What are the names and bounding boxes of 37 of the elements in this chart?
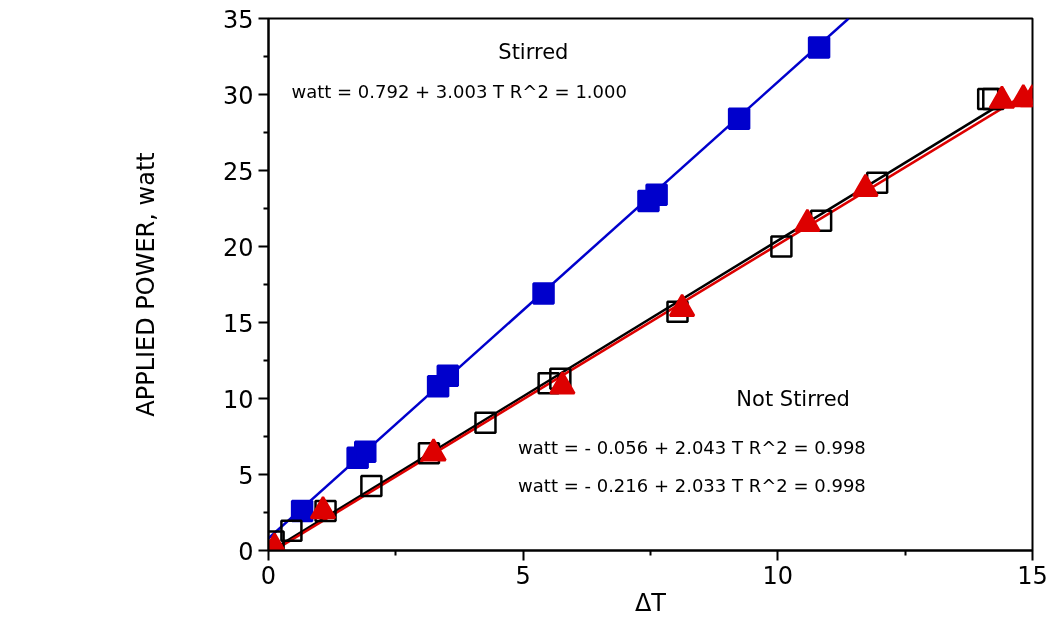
annotation: watt = - 0.056 + 2.043 T R^2 = 0.998 xyxy=(518,436,866,458)
point xyxy=(537,372,560,395)
point xyxy=(865,171,889,194)
x-tick-label: 0 xyxy=(260,561,277,590)
point xyxy=(314,499,337,523)
point xyxy=(666,300,689,324)
point xyxy=(727,107,751,131)
y-tick-label: 30 xyxy=(222,81,254,110)
point xyxy=(532,282,555,305)
point xyxy=(474,411,497,435)
point xyxy=(354,440,377,463)
y-tick-label: 15 xyxy=(222,309,254,338)
x-tick-label: 15 xyxy=(1017,561,1048,590)
x-tick-label: 5 xyxy=(515,561,531,590)
annotation: watt = - 0.216 + 2.033 T R^2 = 0.998 xyxy=(518,474,866,496)
point xyxy=(436,364,460,387)
annotation: Not Stirred xyxy=(736,386,850,411)
annotation: Stirred xyxy=(498,40,569,65)
y-axis-title: APPLIED POWER, watt xyxy=(131,152,160,417)
y-tick-label: 20 xyxy=(222,233,254,262)
point xyxy=(360,474,383,498)
y-tick-label: 0 xyxy=(238,537,254,566)
point xyxy=(417,441,441,465)
point xyxy=(280,519,303,542)
point xyxy=(807,36,831,59)
point xyxy=(809,209,833,232)
point xyxy=(770,235,793,258)
x-tick-label: 10 xyxy=(762,561,794,590)
annotation: watt = 0.792 + 3.003 T R^2 = 1.000 xyxy=(291,81,627,103)
y-tick-label: 10 xyxy=(222,385,254,414)
point xyxy=(976,87,1000,111)
y-tick-label: 25 xyxy=(222,157,254,186)
x-axis-title: ΔT xyxy=(634,588,667,617)
point xyxy=(645,183,668,207)
y-tick-label: 5 xyxy=(238,461,254,490)
y-tick-label: 35 xyxy=(222,5,254,34)
point xyxy=(549,367,572,390)
